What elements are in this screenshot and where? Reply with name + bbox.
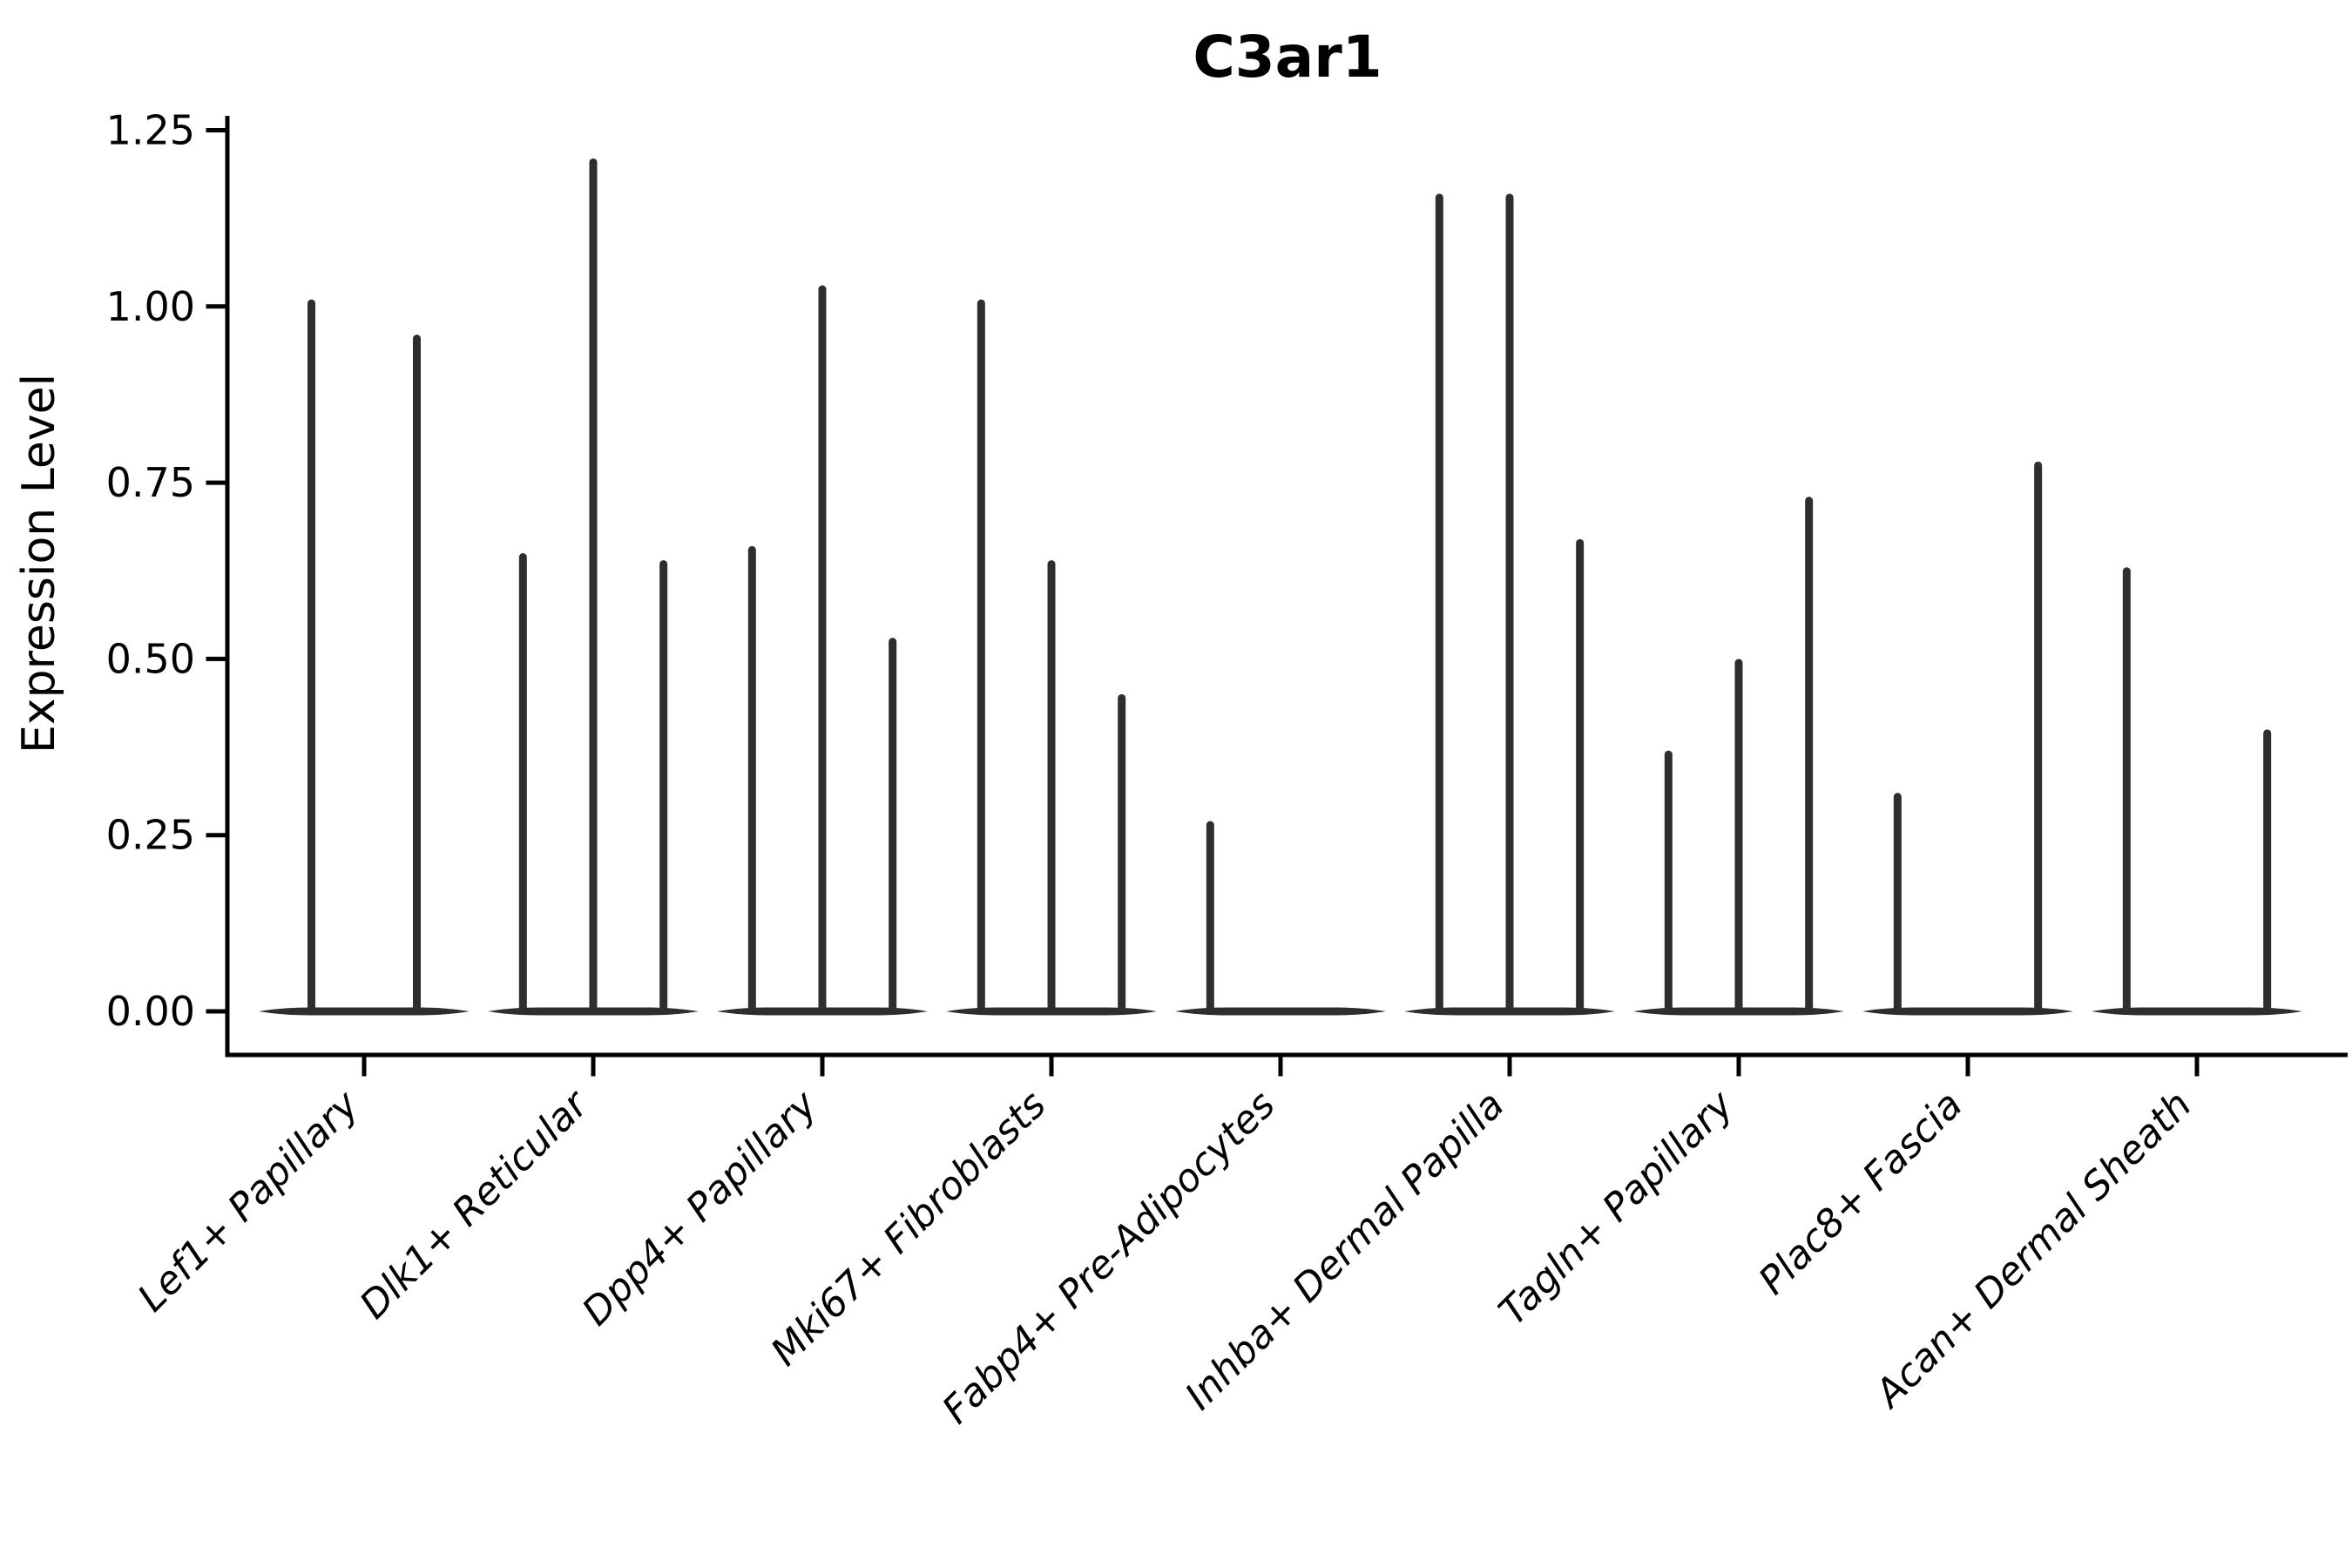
violin-needle (413, 335, 421, 1014)
y-tick-label: 0.25 (106, 812, 195, 859)
violin-needle (1047, 560, 1056, 1013)
y-tick-label: 0.75 (106, 459, 195, 506)
violin-needle (2034, 461, 2043, 1013)
violin-needle (1734, 659, 1743, 1013)
y-tick-label: 0.00 (106, 988, 195, 1035)
y-axis-label: Expression Level (13, 374, 65, 754)
violin-needle (818, 285, 827, 1013)
axes (225, 116, 2348, 1058)
x-category-label: Dpp4+ Papillary (574, 1082, 827, 1335)
y-tick-label: 0.50 (106, 635, 195, 682)
violin-baseline (1175, 1007, 1386, 1016)
x-category-label: Dlk1+ Reticular (351, 1081, 598, 1328)
violin-needle (308, 299, 315, 1013)
violin-needle (889, 638, 897, 1013)
x-axis-ticks (362, 1057, 2200, 1077)
chart-title: C3ar1 (1193, 24, 1382, 91)
violin-needle (589, 158, 598, 1014)
violin-needle (518, 553, 527, 1013)
x-category-label: Lef1+ Papillary (130, 1082, 368, 1321)
violin-baseline (259, 1007, 470, 1016)
x-category-label: Tagln+ Papillary (1490, 1082, 1742, 1334)
y-axis-ticks: 0.00 0.25 0.50 0.75 1.00 1.25 (106, 107, 227, 1035)
violin-needle (1893, 793, 1902, 1013)
violin-needle (1206, 821, 1214, 1013)
violin-needle (1805, 497, 1814, 1013)
x-category-label: Plac8+ Fascia (1750, 1083, 1970, 1303)
y-tick-label: 1.00 (106, 283, 195, 330)
violin-needle (1576, 538, 1585, 1013)
violin-needle (1505, 193, 1514, 1013)
y-tick-label: 1.25 (106, 107, 195, 154)
violin-needle (2122, 567, 2131, 1013)
violin-needle (747, 545, 756, 1013)
violin-baseline (2092, 1007, 2302, 1016)
violin-needle (1664, 750, 1673, 1013)
violin-baseline (1862, 1007, 2073, 1016)
violin-needle (977, 299, 985, 1013)
violin-needle (1435, 193, 1443, 1013)
violin-needle (2263, 729, 2272, 1013)
violin-needle (659, 560, 668, 1013)
violin-needle (1118, 693, 1126, 1013)
violins (259, 158, 2302, 1016)
